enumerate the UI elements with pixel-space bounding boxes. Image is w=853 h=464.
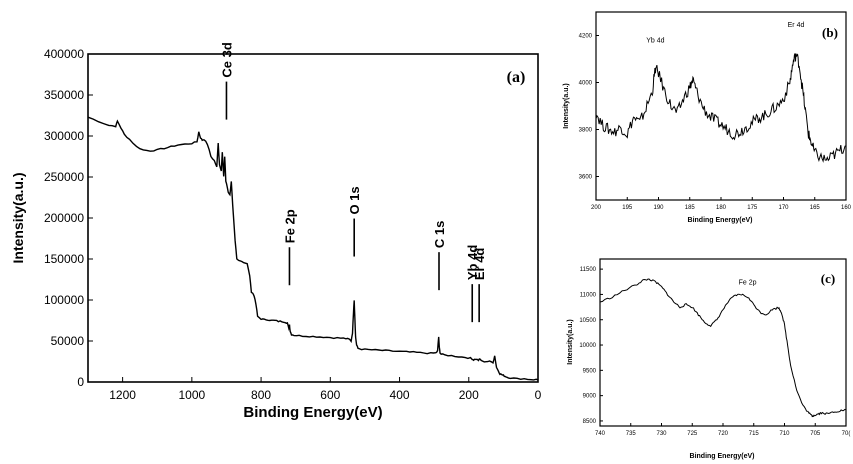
- panel-c-x-tick-label: 710: [779, 431, 790, 437]
- panel-a-y-tick-label: 0: [77, 375, 84, 389]
- panel-c-y-axis-label: Intensity(a.u.): [567, 319, 574, 365]
- panel-c-x-ticks: 740 735 730 725 720 715 710 705 70(: [595, 423, 850, 437]
- panel-b-x-tick-label: 175: [747, 205, 758, 211]
- panel-b-y-tick-label: 3800: [579, 128, 593, 134]
- panel-b-y-axis-label: Intensity(a.u.): [563, 83, 570, 129]
- panel-a-y-tick-label: 50000: [51, 334, 85, 348]
- panel-a-peak-label: Fe 2p: [282, 209, 297, 243]
- panel-c-x-tick-label: 730: [656, 431, 667, 437]
- panel-b-peak-label: Er 4d: [788, 22, 805, 29]
- panel-c-x-tick-label: 715: [749, 431, 760, 437]
- panel-b-x-axis-label: Binding Energy(eV): [688, 217, 753, 224]
- panel-c-y-tick-label: 11500: [580, 267, 597, 273]
- panel-c-x-tick-label: 70(: [842, 431, 851, 437]
- panel-b-x-tick-label: 170: [778, 205, 789, 211]
- panel-a-y-axis-label: Intensity(a.u.): [10, 172, 26, 263]
- panel-c-x-tick-label: 725: [687, 431, 698, 437]
- panel-b-x-tick-label: 185: [685, 205, 696, 211]
- panel-b-x-tick-label: 180: [716, 205, 727, 211]
- panel-a-y-tick-label: 150000: [44, 252, 84, 266]
- panel-c-y-tick-label: 9000: [583, 394, 597, 400]
- panel-b-y-tick-label: 3600: [579, 175, 593, 181]
- panel-b-label: (b): [822, 25, 838, 40]
- panel-a-y-ticks: 0 50000 100000 150000 200000 250000 300000 3500…: [44, 47, 93, 389]
- panel-c-x-tick-label: 740: [595, 431, 606, 437]
- panel-c-peak-label: Fe 2p: [739, 279, 757, 286]
- panel-c-y-tick-label: 8500: [583, 419, 597, 425]
- panel-b-x-tick-label: 200: [591, 205, 602, 211]
- panel-a-y-tick-label: 300000: [44, 129, 84, 143]
- panel-b-x-tick-label: 160: [841, 205, 852, 211]
- panel-c-annotations: Fe 2p: [739, 279, 757, 286]
- panel-c: 740 735 730 725 720 715 710 705 70( 8500 9000 9500…: [567, 259, 850, 460]
- panel-b-x-tick-label: 190: [653, 205, 664, 211]
- panel-a-x-axis-label: Binding Energy(eV): [243, 404, 382, 421]
- panel-a-peak-label: Ce 3d: [219, 42, 234, 77]
- panel-c-x-tick-label: 735: [626, 431, 637, 437]
- panel-b-y-tick-label: 4200: [579, 34, 593, 40]
- panel-c-x-tick-label: 720: [718, 431, 729, 437]
- panel-c-y-tick-label: 9500: [583, 368, 597, 374]
- panel-c-frame: [600, 259, 846, 426]
- panel-a-y-tick-label: 250000: [44, 170, 84, 184]
- panel-a-y-tick-label: 100000: [44, 293, 84, 307]
- panel-b: 200 195 190 185 180 175 170 165 160 3600 3800 4000…: [563, 12, 852, 224]
- panel-c-x-axis-label: Binding Energy(eV): [690, 453, 755, 460]
- panel-a-y-tick-label: 200000: [44, 211, 84, 225]
- panel-b-spectrum-line: [596, 53, 846, 161]
- panel-a-x-tick-label: 400: [390, 388, 410, 402]
- panel-b-y-tick-label: 4000: [579, 81, 593, 87]
- panel-a-x-tick-label: 0: [535, 388, 542, 402]
- panel-a-y-tick-label: 350000: [44, 88, 84, 102]
- panel-a-x-tick-label: 800: [251, 388, 271, 402]
- panel-a-x-tick-label: 1000: [178, 388, 205, 402]
- panel-a-y-tick-label: 400000: [44, 47, 84, 61]
- panel-a-peak-label: Er 4d: [472, 248, 487, 281]
- panel-b-annotations: Yb 4d Er 4d: [646, 22, 804, 44]
- panel-c-x-tick-label: 705: [810, 431, 821, 437]
- panel-b-x-tick-label: 165: [810, 205, 821, 211]
- panel-a-x-ticks: 1200 1000 800 600 400 200 0: [109, 377, 541, 402]
- panel-b-x-ticks: 200 195 190 185 180 175 170 165 160: [591, 197, 852, 211]
- panel-b-peak-label: Yb 4d: [646, 37, 664, 44]
- panel-b-x-tick-label: 195: [622, 205, 633, 211]
- panel-c-label: (c): [821, 271, 835, 286]
- panel-c-y-tick-label: 10500: [579, 318, 596, 324]
- panel-a-x-tick-label: 600: [320, 388, 340, 402]
- panel-c-spectrum-line: [600, 279, 846, 417]
- panel-a-peak-label: O 1s: [347, 186, 362, 214]
- panel-c-y-tick-label: 10000: [579, 343, 596, 349]
- panel-b-frame: [596, 12, 846, 200]
- panel-a: 1200 1000 800 600 400 200 0 0 50000 100000 150000…: [10, 42, 542, 421]
- panel-a-label: (a): [507, 69, 526, 86]
- panel-a-x-tick-label: 200: [459, 388, 479, 402]
- panel-a-x-tick-label: 1200: [109, 388, 136, 402]
- panel-a-peak-label: C 1s: [432, 221, 447, 248]
- panel-a-frame: [88, 54, 538, 382]
- panel-c-y-tick-label: 11000: [580, 293, 597, 299]
